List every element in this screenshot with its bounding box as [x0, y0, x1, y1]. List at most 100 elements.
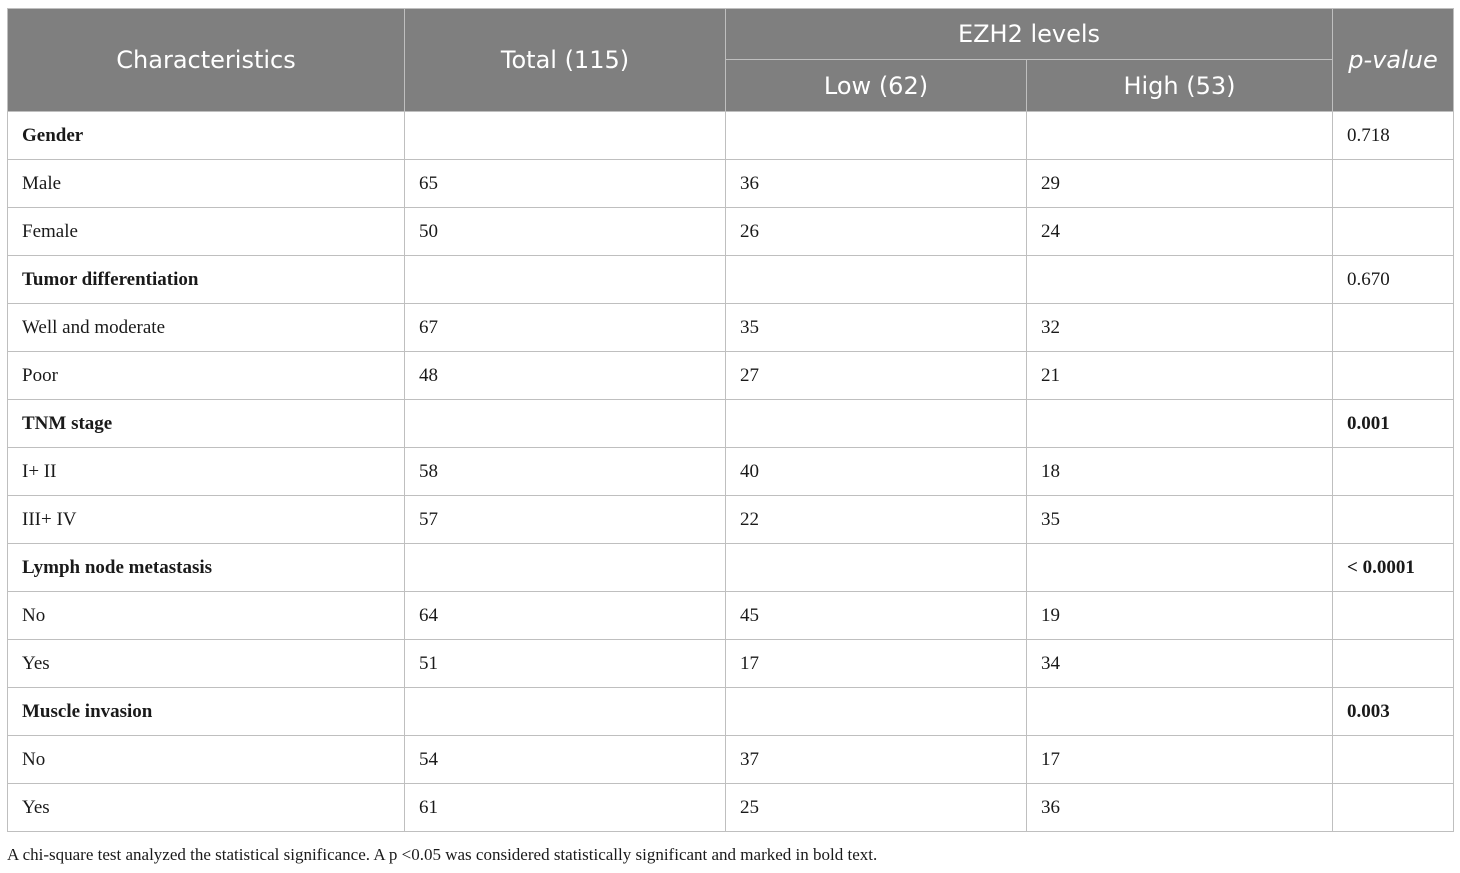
cell-p-value: [1332, 351, 1454, 400]
cell-low: 35: [725, 303, 1027, 352]
cell-characteristic: Yes: [7, 783, 405, 832]
cell-characteristic: TNM stage: [7, 399, 405, 448]
cell-low: 26: [725, 207, 1027, 256]
cell-high: 19: [1026, 591, 1333, 640]
cell-characteristic: Yes: [7, 639, 405, 688]
header-total: Total (115): [404, 8, 726, 112]
table-body: Gender 0.718 Male 65 36 29 Female 50 26 24 Tumor d…: [7, 111, 1454, 832]
ezh2-characteristics-table: Characteristics Total (115) EZH2 levels …: [7, 8, 1454, 832]
cell-characteristic: Lymph node metastasis: [7, 543, 405, 592]
cell-low: [725, 543, 1027, 592]
cell-p-value: 0.670: [1332, 255, 1454, 304]
table-row: No 64 45 19: [7, 591, 1454, 640]
table-row: I+ II 58 40 18: [7, 447, 1454, 496]
cell-high: 17: [1026, 735, 1333, 784]
cell-characteristic: Female: [7, 207, 405, 256]
table-header: Characteristics Total (115) EZH2 levels …: [7, 8, 1454, 112]
cell-p-value: [1332, 303, 1454, 352]
cell-p-value: 0.001: [1332, 399, 1454, 448]
cell-total: 64: [404, 591, 726, 640]
table-row: III+ IV 57 22 35: [7, 495, 1454, 544]
cell-low: 45: [725, 591, 1027, 640]
table-group-row: Tumor differentiation 0.670: [7, 255, 1454, 304]
header-low: Low (62): [725, 59, 1027, 112]
cell-characteristic: Poor: [7, 351, 405, 400]
cell-characteristic: I+ II: [7, 447, 405, 496]
cell-low: 40: [725, 447, 1027, 496]
cell-characteristic: No: [7, 735, 405, 784]
cell-characteristic: Gender: [7, 111, 405, 160]
cell-low: 17: [725, 639, 1027, 688]
cell-characteristic: Well and moderate: [7, 303, 405, 352]
cell-characteristic: Muscle invasion: [7, 687, 405, 736]
table-group-row: Lymph node metastasis < 0.0001: [7, 543, 1454, 592]
table-row: Female 50 26 24: [7, 207, 1454, 256]
cell-high: 21: [1026, 351, 1333, 400]
cell-p-value: [1332, 159, 1454, 208]
cell-characteristic: III+ IV: [7, 495, 405, 544]
cell-total: 50: [404, 207, 726, 256]
cell-high: 29: [1026, 159, 1333, 208]
cell-high: [1026, 687, 1333, 736]
cell-total: 65: [404, 159, 726, 208]
cell-p-value: [1332, 207, 1454, 256]
table-footnote: A chi-square test analyzed the statistic…: [7, 845, 878, 864]
cell-total: 58: [404, 447, 726, 496]
cell-total: [404, 687, 726, 736]
cell-high: [1026, 255, 1333, 304]
cell-p-value: [1332, 495, 1454, 544]
cell-p-value: < 0.0001: [1332, 543, 1454, 592]
table-row: Poor 48 27 21: [7, 351, 1454, 400]
cell-high: 35: [1026, 495, 1333, 544]
cell-low: 36: [725, 159, 1027, 208]
table-row: No 54 37 17: [7, 735, 1454, 784]
cell-high: 32: [1026, 303, 1333, 352]
cell-characteristic: No: [7, 591, 405, 640]
cell-high: 36: [1026, 783, 1333, 832]
header-ezh2-levels: EZH2 levels: [725, 8, 1333, 60]
header-characteristics: Characteristics: [7, 8, 405, 112]
cell-total: [404, 543, 726, 592]
cell-total: [404, 111, 726, 160]
cell-high: [1026, 111, 1333, 160]
table-group-row: Gender 0.718: [7, 111, 1454, 160]
cell-p-value: 0.718: [1332, 111, 1454, 160]
cell-characteristic: Tumor differentiation: [7, 255, 405, 304]
cell-total: 57: [404, 495, 726, 544]
cell-low: [725, 255, 1027, 304]
cell-high: 18: [1026, 447, 1333, 496]
cell-total: [404, 255, 726, 304]
cell-p-value: [1332, 447, 1454, 496]
cell-p-value: [1332, 735, 1454, 784]
cell-characteristic: Male: [7, 159, 405, 208]
cell-low: [725, 687, 1027, 736]
cell-p-value: [1332, 639, 1454, 688]
cell-total: 67: [404, 303, 726, 352]
cell-total: [404, 399, 726, 448]
table-group-row: Muscle invasion 0.003: [7, 687, 1454, 736]
cell-low: 27: [725, 351, 1027, 400]
cell-p-value: [1332, 591, 1454, 640]
cell-total: 51: [404, 639, 726, 688]
table-row: Well and moderate 67 35 32: [7, 303, 1454, 352]
table-row: Yes 51 17 34: [7, 639, 1454, 688]
cell-low: 25: [725, 783, 1027, 832]
cell-low: [725, 111, 1027, 160]
cell-low: 37: [725, 735, 1027, 784]
cell-high: 34: [1026, 639, 1333, 688]
cell-total: 54: [404, 735, 726, 784]
cell-high: 24: [1026, 207, 1333, 256]
table-row: Male 65 36 29: [7, 159, 1454, 208]
cell-low: [725, 399, 1027, 448]
header-high: High (53): [1026, 59, 1333, 112]
cell-low: 22: [725, 495, 1027, 544]
table-container: Characteristics Total (115) EZH2 levels …: [7, 8, 1454, 832]
cell-p-value: [1332, 783, 1454, 832]
header-p-value: p-value: [1332, 8, 1454, 112]
cell-high: [1026, 399, 1333, 448]
cell-high: [1026, 543, 1333, 592]
cell-total: 61: [404, 783, 726, 832]
cell-p-value: 0.003: [1332, 687, 1454, 736]
table-row: Yes 61 25 36: [7, 783, 1454, 832]
cell-total: 48: [404, 351, 726, 400]
